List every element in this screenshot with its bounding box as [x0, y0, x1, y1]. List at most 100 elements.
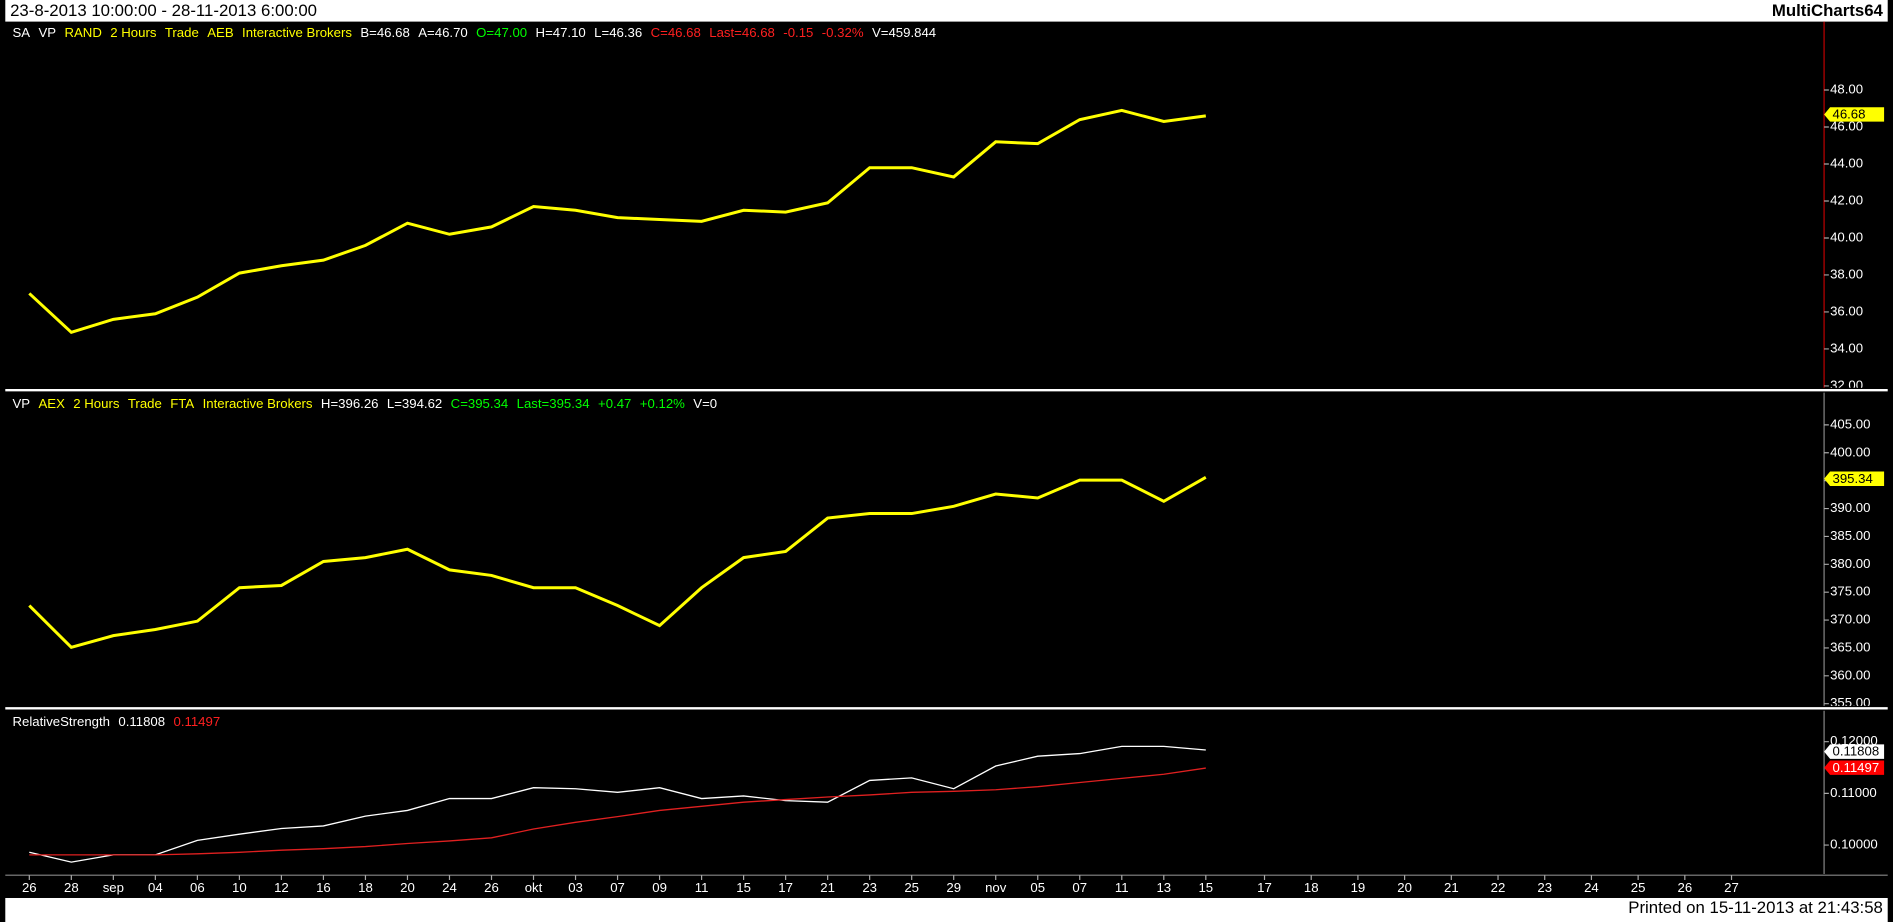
- app-name: MultiCharts64: [1772, 1, 1884, 20]
- x-tick-label: 11: [695, 880, 709, 895]
- series-line: [28, 108, 1207, 334]
- pane: 355.00 360.00 365.00 370.00 375.00 380.00 385.…: [28, 416, 1870, 710]
- y-tick-label: 46.00: [1830, 119, 1863, 134]
- x-tick-label: 15: [736, 880, 751, 895]
- x-tick-label: 10: [232, 880, 247, 895]
- legend-item: -0.32%: [822, 25, 864, 40]
- x-tick-label: 12: [274, 880, 289, 895]
- y-tick-label: 375.00: [1830, 584, 1870, 599]
- legend-item: A=46.70: [418, 25, 468, 40]
- x-tick-label: 15: [1198, 880, 1213, 895]
- x-tick-label: 22: [1491, 880, 1506, 895]
- legend-item: SA: [12, 25, 30, 40]
- price-marker: [1824, 107, 1885, 122]
- x-tick-label: 25: [1631, 880, 1646, 895]
- y-tick-label: 44.00: [1830, 155, 1863, 170]
- y-tick-label: 380.00: [1830, 556, 1870, 571]
- legend-item: 0.11808: [118, 714, 165, 729]
- y-tick-label: 360.00: [1830, 667, 1870, 682]
- y-tick-label: 400.00: [1830, 444, 1870, 459]
- x-tick-label: 06: [190, 880, 205, 895]
- x-tick-label: 23: [1537, 880, 1552, 895]
- y-tick-label: 365.00: [1830, 639, 1870, 654]
- x-tick-label: 19: [1351, 880, 1366, 895]
- y-tick-label: 36.00: [1830, 303, 1863, 318]
- y-tick-label: 0.11000: [1830, 785, 1877, 800]
- y-tick-label: 405.00: [1830, 416, 1870, 431]
- legend-item: +0.47: [598, 396, 631, 411]
- y-tick-label: 40.00: [1830, 229, 1863, 244]
- legend-item: V=0: [693, 396, 717, 411]
- legend-item: AEX: [38, 396, 65, 411]
- x-tick-label: okt: [525, 880, 543, 895]
- legend-item: Trade: [128, 396, 162, 411]
- x-tick-label: 24: [1584, 880, 1599, 895]
- price-marker-label: 46.68: [1832, 107, 1865, 122]
- x-tick-label: 21: [820, 880, 835, 895]
- x-tick-label: 04: [148, 880, 163, 895]
- y-tick-label: 38.00: [1830, 266, 1863, 281]
- x-tick-label: 07: [1072, 880, 1087, 895]
- x-tick-label: 23: [862, 880, 877, 895]
- x-tick-label: 25: [904, 880, 919, 895]
- legend-item: -0.15: [783, 25, 813, 40]
- legend-item: C=395.34: [451, 396, 509, 411]
- legend-item: L=46.36: [594, 25, 642, 40]
- legend-item: VP: [12, 396, 30, 411]
- legend-item: Interactive Brokers: [203, 396, 313, 411]
- x-tick-label: 26: [484, 880, 499, 895]
- legend-item: RAND: [64, 25, 101, 40]
- legend-item: 2 Hours: [73, 396, 120, 411]
- price-marker: [1824, 471, 1885, 486]
- x-tick-label: sep: [103, 880, 124, 895]
- price-marker-label: 395.34: [1832, 471, 1872, 486]
- pane: 32.00 34.00 36.00 38.00 40.00 42.00 44.00 46.00…: [28, 82, 1863, 392]
- legend-item: H=47.10: [536, 25, 586, 40]
- x-tick-label: 24: [442, 880, 457, 895]
- series-line: [29, 745, 1206, 863]
- legend-item: B=46.68: [360, 25, 410, 40]
- x-tick-label: 09: [652, 880, 667, 895]
- title-bar: [5, 0, 1888, 22]
- x-tick-label: 29: [946, 880, 961, 895]
- legend-item: AEB: [207, 25, 234, 40]
- x-tick-label: 21: [1444, 880, 1459, 895]
- y-tick-label: 42.00: [1830, 192, 1863, 207]
- price-marker-label: 0.11497: [1832, 760, 1879, 775]
- x-tick-label: 17: [778, 880, 793, 895]
- x-tick-label: 20: [400, 880, 415, 895]
- x-tick-label: 13: [1156, 880, 1171, 895]
- x-tick-label: 03: [568, 880, 583, 895]
- legend-item: FTA: [170, 396, 194, 411]
- series-line: [29, 767, 1206, 856]
- background: [5, 0, 1888, 922]
- series-line: [28, 476, 1207, 650]
- legend-item: L=394.62: [387, 396, 442, 411]
- legend-item: C=46.68: [651, 25, 701, 40]
- x-tick-label: 16: [316, 880, 331, 895]
- price-marker-label: 0.11808: [1832, 744, 1879, 759]
- legend-item: 2 Hours: [110, 25, 157, 40]
- x-tick-label: 20: [1397, 880, 1412, 895]
- legend-item: RelativeStrength: [12, 714, 109, 729]
- y-tick-label: 390.00: [1830, 500, 1870, 515]
- legend-item: Last=46.68: [709, 25, 775, 40]
- x-tick-label: 26: [1677, 880, 1692, 895]
- x-tick-label: 11: [1115, 880, 1129, 895]
- legend-item: O=47.00: [476, 25, 527, 40]
- y-tick-label: 355.00: [1830, 695, 1870, 710]
- legend-item: 0.11497: [174, 714, 221, 729]
- footer-bar: [5, 897, 1888, 922]
- legend-item: V=459.844: [872, 25, 936, 40]
- x-tick-label: 17: [1257, 880, 1272, 895]
- y-tick-label: 32.00: [1830, 377, 1863, 392]
- y-tick-label: 0.10000: [1830, 837, 1878, 852]
- x-tick-label: 26: [22, 880, 37, 895]
- date-range: 23-8-2013 10:00:00 - 28-11-2013 6:00:00: [10, 1, 317, 20]
- x-tick-label: 18: [358, 880, 373, 895]
- x-tick-label: 07: [610, 880, 625, 895]
- legend-item: VP: [38, 25, 56, 40]
- x-tick-label: 05: [1030, 880, 1045, 895]
